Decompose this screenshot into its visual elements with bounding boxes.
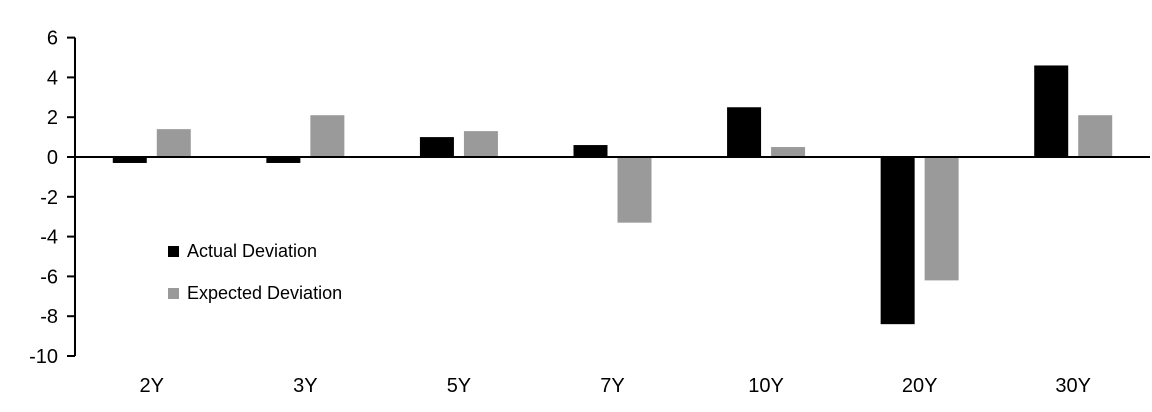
y-tick-label-6: 6 [47, 28, 58, 50]
x-label-20Y: 20Y [902, 375, 938, 397]
bar-actual-deviation-3Y [266, 157, 301, 163]
bar-actual-deviation-2Y [112, 157, 147, 163]
y-tick-label--10: -10 [29, 346, 58, 368]
legend-item-actual-deviation: Actual Deviation [168, 240, 342, 262]
y-tick-label-2: 2 [47, 107, 58, 129]
x-label-7Y: 7Y [600, 375, 624, 397]
x-label-30Y: 30Y [1055, 375, 1091, 397]
y-tick-label--2: -2 [40, 187, 58, 209]
legend: Actual Deviation Expected Deviation [168, 240, 342, 304]
bar-expected-deviation-30Y [1078, 115, 1113, 157]
bar-expected-deviation-2Y [156, 129, 191, 157]
legend-swatch-actual-icon [168, 245, 179, 257]
y-tick-label--8: -8 [40, 306, 58, 328]
y-tick-label-0: 0 [47, 147, 58, 169]
y-tick-label--6: -6 [40, 266, 58, 288]
legend-swatch-expected-icon [168, 287, 179, 299]
bar-expected-deviation-10Y [771, 147, 806, 157]
y-tick-label-4: 4 [47, 67, 58, 89]
bar-actual-deviation-7Y [573, 145, 608, 157]
bar-expected-deviation-7Y [617, 157, 652, 223]
x-label-3Y: 3Y [293, 375, 317, 397]
legend-item-expected-deviation: Expected Deviation [168, 282, 342, 304]
bar-expected-deviation-3Y [310, 115, 345, 157]
bar-expected-deviation-20Y [924, 157, 959, 281]
bar-actual-deviation-10Y [727, 107, 762, 157]
bar-actual-deviation-5Y [419, 137, 454, 157]
bar-actual-deviation-30Y [1034, 65, 1069, 157]
legend-label-expected: Expected Deviation [187, 283, 343, 303]
x-label-10Y: 10Y [748, 375, 784, 397]
bar-expected-deviation-5Y [463, 131, 498, 157]
bar-actual-deviation-20Y [880, 157, 915, 325]
legend-label-actual: Actual Deviation [187, 241, 318, 261]
x-label-5Y: 5Y [447, 375, 471, 397]
x-label-2Y: 2Y [140, 375, 164, 397]
y-tick-label--4: -4 [40, 227, 58, 249]
